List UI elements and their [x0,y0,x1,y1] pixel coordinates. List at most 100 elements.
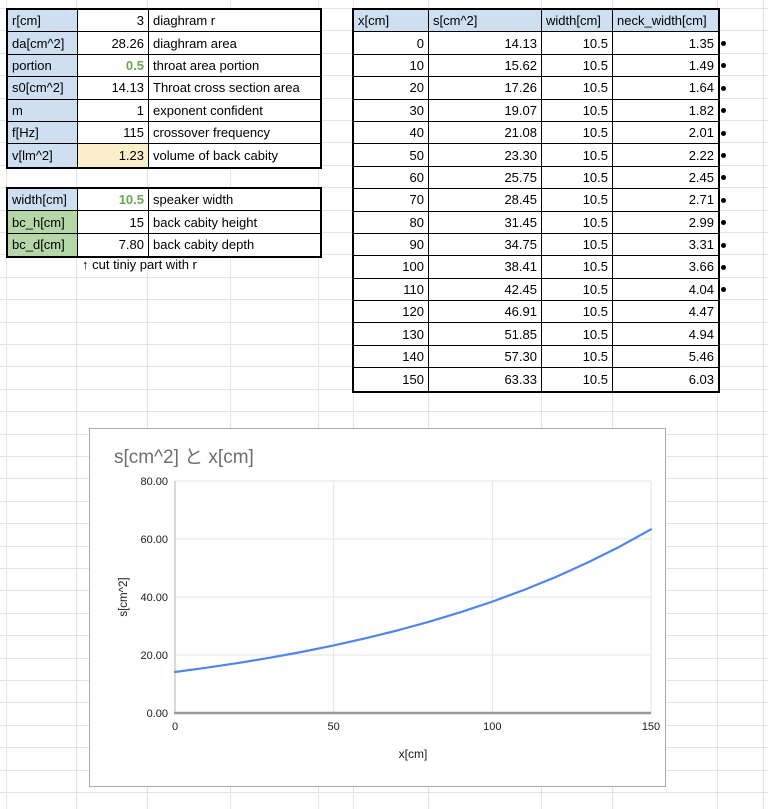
cell-width[interactable]: 10.5 [542,278,613,302]
cell-s[interactable]: 34.75 [429,233,542,257]
cell-x[interactable]: 80 [354,211,429,234]
cell-x[interactable]: 110 [354,278,429,302]
cell-neck-width[interactable]: 4.04 [613,279,718,302]
cell-width[interactable]: 10.5 [542,345,613,369]
cell-width[interactable]: 10.5 [542,99,613,122]
cell-x[interactable]: 0 [354,32,429,55]
param-label-cell[interactable]: f[Hz] [8,121,78,145]
param-value-cell[interactable]: 1 [78,99,149,122]
cell-s[interactable]: 17.26 [429,77,542,100]
cell-neck-width[interactable]: 1.64 [613,77,718,100]
column-header[interactable]: width[cm] [542,10,613,33]
cell-s[interactable]: 38.41 [429,256,542,279]
cell-neck-width[interactable]: 2.01 [613,122,718,145]
cell-x[interactable]: 120 [354,301,429,324]
cell-width[interactable]: 10.5 [542,121,613,145]
column-header[interactable]: s[cm^2] [429,10,542,33]
param-label-cell[interactable]: s0[cm^2] [8,77,78,100]
param-desc-cell[interactable]: throat area portion [149,55,320,78]
chart[interactable]: s[cm^2] と x[cm] 0.00 20.00 40.00 60.00 80.00… [89,428,666,787]
cell-x[interactable]: 70 [354,189,429,212]
cell-neck-width[interactable]: 2.71 [613,189,718,212]
cell-s[interactable]: 31.45 [429,211,542,234]
cell-width[interactable]: 10.5 [542,256,613,279]
cell-width[interactable]: 10.5 [542,144,613,167]
cell-x[interactable]: 20 [354,77,429,100]
cell-s[interactable]: 21.08 [429,121,542,145]
param-value-cell[interactable]: 28.26 [78,32,149,55]
cell-x[interactable]: 50 [354,144,429,167]
param-desc-cell[interactable]: back cabity depth [153,237,255,253]
cell-x[interactable]: 140 [354,345,429,369]
param-desc-cell[interactable]: Throat cross section area [149,77,320,100]
param-desc-cell[interactable]: back cabity height [149,211,320,234]
cell-x[interactable]: 30 [354,99,429,122]
param-value-cell[interactable]: 14.13 [78,77,149,100]
cell-neck-width[interactable]: 1.49 [613,55,718,78]
cell-width[interactable]: 10.5 [542,166,613,190]
cell-neck-width[interactable]: 5.46 [613,346,718,369]
param-desc-cell[interactable]: crossover frequency [149,122,320,145]
param-desc-cell[interactable]: volume of back cabity [153,148,279,164]
cell-s[interactable]: 14.13 [429,32,542,55]
cell-neck-width[interactable]: 3.66 [613,256,718,279]
param-value-cell[interactable]: 0.5 [78,54,149,78]
cell-width[interactable]: 10.5 [542,77,613,100]
cell-x[interactable]: 100 [354,256,429,279]
cell-x[interactable]: 60 [354,166,429,190]
param-desc-cell[interactable]: diaghram area [149,32,320,55]
param-label-cell[interactable]: bc_d[cm] [8,233,78,257]
param-desc-cell[interactable]: diaghram r [149,10,320,33]
param-value-cell[interactable]: 3 [78,10,149,33]
param-value-cell[interactable]: 15 [78,211,149,234]
cell-width[interactable]: 10.5 [542,189,613,212]
param-value-cell[interactable]: 10.5 [78,189,149,212]
param-label-cell[interactable]: v[lm^2] [8,144,78,167]
param-label-cell[interactable]: portion [8,54,78,78]
cell-s[interactable]: 51.85 [429,323,542,346]
cell-s[interactable]: 25.75 [429,166,542,190]
cell-x[interactable]: 130 [354,323,429,346]
cell-width[interactable]: 10.5 [542,32,613,55]
param-label-cell[interactable]: bc_h[cm] [8,211,78,234]
param-label-cell[interactable]: width[cm] [8,189,78,212]
param-label-cell[interactable]: m [8,99,78,122]
cell-neck-width[interactable]: 1.82 [613,100,718,122]
cell-x[interactable]: 10 [354,54,429,78]
param-label-cell[interactable]: r[cm] [8,10,78,33]
cell-s[interactable]: 42.45 [429,278,542,302]
cell-neck-width[interactable]: 3.31 [613,234,718,257]
column-header[interactable]: x[cm] [354,10,429,33]
cell-s[interactable]: 57.30 [429,345,542,369]
cell-width[interactable]: 10.5 [542,323,613,346]
cell-x[interactable]: 150 [354,368,429,391]
cell-x[interactable]: 40 [354,121,429,145]
cell-x[interactable]: 90 [354,233,429,257]
cell-neck-width[interactable]: 6.03 [688,371,714,387]
param-desc-cell[interactable]: speaker width [149,189,320,212]
cell-s[interactable]: 15.62 [429,54,542,78]
column-header[interactable]: neck_width[cm] [613,10,718,33]
cell-neck-width[interactable]: 2.22 [613,144,718,167]
y-tick-label: 0.00 [147,708,168,720]
cell-width[interactable]: 10.5 [542,54,613,78]
cell-width[interactable]: 10.5 [542,301,613,324]
cell-s[interactable]: 28.45 [429,189,542,212]
param-value-cell[interactable]: 1.23 [78,144,149,167]
cell-s[interactable]: 46.91 [429,301,542,324]
cell-width[interactable]: 10.5 [542,211,613,234]
cell-width[interactable]: 10.5 [542,233,613,257]
cell-neck-width[interactable]: 1.35 [613,32,718,55]
cell-neck-width[interactable]: 2.99 [613,212,718,234]
cell-s[interactable]: 63.33 [429,368,542,391]
cell-width[interactable]: 10.5 [542,368,613,391]
param-value-cell[interactable]: 115 [78,121,149,145]
cell-s[interactable]: 23.30 [429,144,542,167]
param-label-cell[interactable]: da[cm^2] [8,32,78,55]
cell-neck-width[interactable]: 4.94 [613,323,718,346]
cell-s[interactable]: 19.07 [429,99,542,122]
param-value-cell[interactable]: 7.80 [78,233,149,257]
cell-neck-width[interactable]: 4.47 [613,301,718,324]
param-desc-cell[interactable]: exponent confident [149,100,320,122]
cell-neck-width[interactable]: 2.45 [613,167,718,190]
